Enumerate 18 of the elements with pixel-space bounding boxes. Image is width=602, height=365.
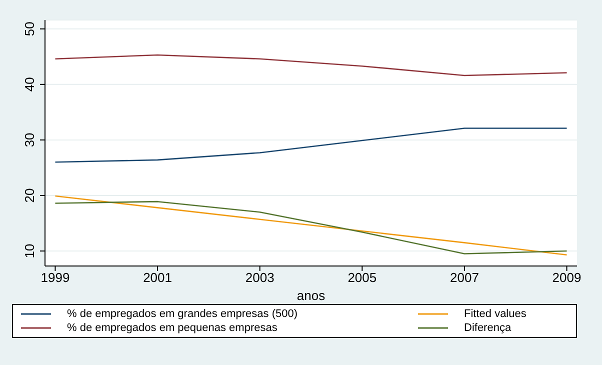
y-tick-label: 30 — [22, 132, 37, 148]
legend-label: % de empregados em grandes empresas (500) — [67, 308, 298, 320]
legend-label: Fitted values — [464, 308, 526, 320]
y-tick-label: 10 — [22, 244, 37, 258]
x-tick-label: 2007 — [450, 270, 479, 286]
x-tick-label: 2009 — [552, 270, 582, 286]
x-axis-title: anos — [296, 288, 326, 303]
y-tick-label: 40 — [22, 77, 37, 92]
y-tick-label: 50 — [22, 22, 37, 36]
legend-label: % de empregados em pequenas empresas — [67, 322, 278, 334]
x-tick-label: 2003 — [245, 270, 274, 286]
x-tick-label: 2005 — [348, 270, 377, 286]
line-series — [54, 128, 568, 163]
legend-label: Diferença — [464, 322, 512, 334]
y-tick-label: 20 — [22, 188, 37, 203]
line-series — [54, 54, 568, 76]
x-tick-label: 1999 — [40, 270, 70, 286]
x-tick-label: 2001 — [143, 270, 172, 286]
